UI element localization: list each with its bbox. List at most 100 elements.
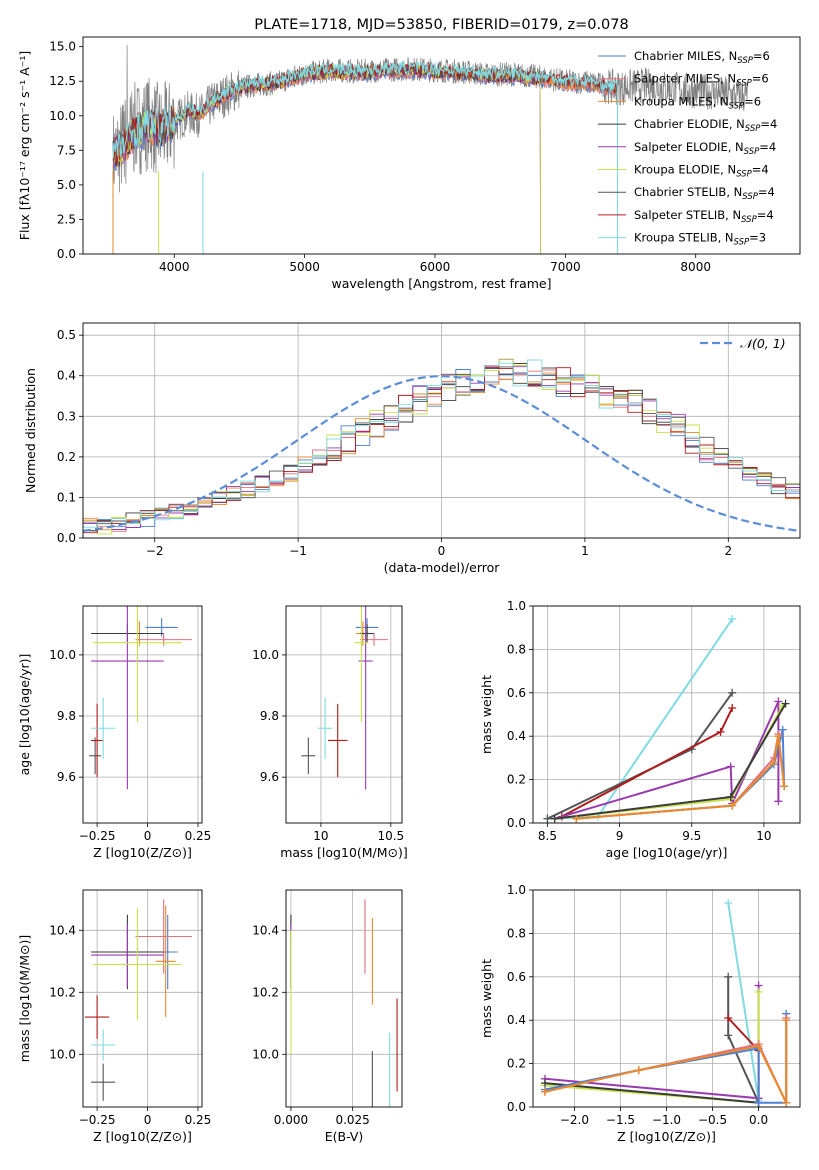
y-tick-label: 1.0 [507, 599, 526, 613]
weight-marker-kroupa_miles [780, 782, 789, 791]
mass-vs-ebv-xlabel: E(B-V) [325, 1129, 364, 1144]
x-tick-label: 6000 [420, 260, 451, 274]
legend-label: Chabrier MILES, NSSP=6 [634, 49, 770, 66]
spectrum-frame [82, 36, 801, 255]
model-spectrum-salpeter_elodie [112, 63, 541, 254]
x-tick-label: 8.5 [538, 829, 557, 843]
x-tick-label: 10.5 [377, 829, 404, 843]
age-vs-mass-xlabel: mass [log10(M/M⊙)] [280, 845, 408, 860]
y-tick-label: 0.0 [57, 531, 76, 545]
x-tick-label: 10 [756, 829, 771, 843]
y-tick-label: 0.2 [507, 773, 526, 787]
weight-vs-Z-plot-area [540, 899, 791, 1107]
y-tick-label: 0.4 [507, 729, 526, 743]
residuals-xlabel: (data-model)/error [384, 560, 501, 575]
age-vs-Z-frame [82, 605, 203, 824]
weight-marker-salpeter_elodie [774, 697, 783, 706]
mass-vs-Z-plot-area [85, 899, 192, 1101]
weight-marker-chabrier_elodie [550, 814, 559, 823]
weight-marker-chabrier_stelib [724, 1031, 733, 1040]
model-spectrum-chabrier_stelib [112, 62, 618, 254]
legend-label: Salpeter MILES, NSSP=6 [634, 72, 769, 89]
x-tick-label: −1.0 [652, 1113, 681, 1127]
mass-vs-Z-frame [82, 889, 203, 1108]
x-tick-label: 2 [724, 544, 732, 558]
x-tick-label: 0 [144, 1113, 152, 1127]
age-vs-Z-ylabel: age [log10(age/yr)] [17, 654, 32, 776]
y-tick-label: 0.0 [507, 1100, 526, 1114]
model-spectrum-chabrier_elodie [112, 64, 541, 254]
y-tick-label: 10.4 [252, 923, 279, 937]
weight-marker-chabrier_stelib [543, 814, 552, 823]
residuals-frame [82, 322, 801, 539]
weight-vs-Z-xlabel: Z [log10(Z/Z⊙)] [617, 1129, 716, 1144]
y-tick-label: 10.2 [252, 985, 279, 999]
spectrum-title: PLATE=1718, MJD=53850, FIBERID=0179, z=0… [254, 17, 628, 33]
y-tick-label: 0.0 [507, 816, 526, 830]
y-tick-label: 0.8 [507, 642, 526, 656]
model-spectrum-chabrier_miles [112, 66, 618, 254]
x-tick-label: −1 [289, 544, 307, 558]
x-tick-label: 0.000 [274, 1113, 308, 1127]
weight-marker-chabrier_miles [778, 725, 787, 734]
y-tick-label: 0.0 [57, 247, 76, 261]
spectrum-ylabel: Flux [fλ10⁻¹⁷ erg cm⁻² s⁻¹ A⁻¹] [17, 51, 32, 240]
weight-marker-kroupa_miles [728, 801, 737, 810]
gaussian-curve [83, 375, 800, 532]
mass-vs-ebv-axes: 0.000 0.025 10.0 10.2 10.4 [252, 890, 402, 1127]
y-tick-label: 0.2 [507, 1057, 526, 1071]
model-spectrum-salpeter_miles [112, 66, 618, 254]
model-spectrum-kroupa_elodie [112, 63, 541, 254]
x-tick-label: 8000 [680, 260, 711, 274]
weight-marker-kroupa_elodie [754, 987, 763, 996]
legend-label: Salpeter ELODIE, NSSP=4 [634, 140, 776, 157]
x-tick-label: −2.0 [560, 1113, 589, 1127]
y-tick-label: 10.0 [49, 109, 76, 123]
y-tick-label: 0.8 [507, 926, 526, 940]
weight-vs-Z-ylabel: mass weight [479, 959, 494, 1038]
y-tick-label: 0.4 [507, 1013, 526, 1027]
mass-vs-Z-xlabel: Z [log10(Z/Z⊙)] [93, 1129, 192, 1144]
model-spectrum-kroupa_miles [112, 65, 618, 254]
weight-marker-kroupa_miles [754, 1042, 763, 1051]
weight-marker-salpeter_elodie [726, 762, 735, 771]
spectrum-axes: 4000 5000 6000 7000 8000 0.0 2.5 5.0 7.5 10.0 12.5… [49, 40, 711, 274]
residuals-ylabel: Normed distribution [23, 368, 38, 493]
weight-vs-age-xlabel: age [log10(age/yr)] [606, 845, 728, 860]
histogram-kroupa_miles [83, 372, 800, 531]
y-tick-label: 2.5 [57, 212, 76, 226]
histogram-kroupa_elodie [83, 359, 800, 535]
weight-marker-chabrier_elodie [726, 792, 735, 801]
age-vs-mass-plot-area [301, 606, 389, 790]
weight-marker-kroupa_miles [782, 1016, 791, 1025]
x-tick-label: 7000 [550, 260, 581, 274]
residuals-plot-area [83, 358, 800, 535]
x-tick-label: 0 [438, 544, 446, 558]
x-tick-label: 9 [616, 829, 624, 843]
y-tick-label: 10.0 [49, 1047, 76, 1061]
age-vs-mass-frame [285, 605, 403, 824]
weight-line-kroupa_miles [576, 736, 786, 820]
histogram-chabrier_stelib [83, 366, 800, 532]
y-tick-label: 7.5 [57, 143, 76, 157]
y-tick-label: 9.8 [260, 709, 279, 723]
y-tick-label: 0.6 [507, 970, 526, 984]
model-spectrum-kroupa_stelib [112, 61, 619, 254]
x-tick-label: −1.5 [606, 1113, 635, 1127]
mass-vs-Z-axes: −0.25 0 0.25 10.0 10.2 10.4 [49, 890, 211, 1127]
spectrum-legend: Chabrier MILES, NSSP=6 Salpeter MILES, NS… [598, 49, 777, 248]
weight-line-kroupa_stelib [547, 618, 734, 820]
spectrum-plot-area [112, 44, 749, 254]
legend-label: Chabrier STELIB, NSSP=4 [634, 185, 775, 202]
weight-marker-kroupa_miles [770, 758, 779, 767]
x-tick-label: −0.25 [79, 829, 116, 843]
weight-marker-kroupa_miles [540, 1087, 549, 1096]
x-tick-label: 1 [581, 544, 589, 558]
x-tick-label: 10 [313, 829, 328, 843]
model-spectrum-salpeter_stelib [112, 61, 618, 254]
weight-marker-salpeter_stelib [716, 727, 725, 736]
weight-marker-kroupa_stelib [724, 899, 733, 908]
weight-line-chabrier_elodie [544, 1082, 759, 1104]
weight-line-kroupa_stelib [727, 902, 760, 1101]
